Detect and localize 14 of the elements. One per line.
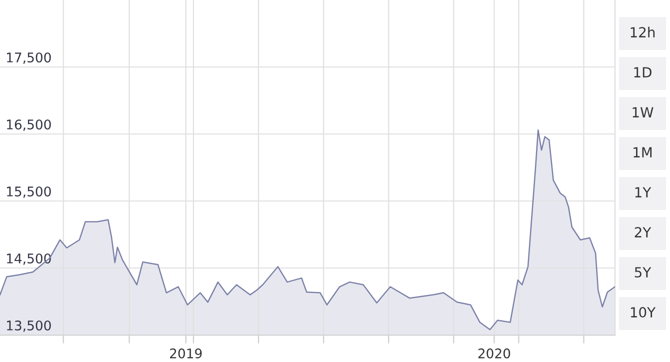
y-tick-label: 16,500 <box>7 120 51 131</box>
y-tick-label: 13,500 <box>7 320 51 332</box>
text: 1W <box>632 107 654 118</box>
text: 10Y <box>630 307 656 318</box>
text: 2Y <box>634 227 652 238</box>
text: 1Y <box>635 187 652 198</box>
y-tick-label: 15,500 <box>7 186 51 198</box>
text: 12h <box>630 26 655 38</box>
text: 1M <box>634 147 652 158</box>
x-tick-label: 2020 <box>478 348 510 358</box>
y-tick-label: 17,500 <box>7 52 51 64</box>
x-tick-label: 2019 <box>170 348 202 358</box>
text: 5Y <box>634 267 652 278</box>
text: 1D <box>634 67 652 78</box>
